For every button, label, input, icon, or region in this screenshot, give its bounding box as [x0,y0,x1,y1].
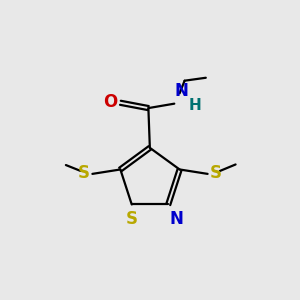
Text: H: H [188,98,201,112]
Text: N: N [170,210,184,228]
Text: S: S [210,164,222,182]
Text: N: N [175,82,189,100]
Text: S: S [78,164,90,182]
Text: O: O [103,93,117,111]
Text: S: S [126,210,138,228]
